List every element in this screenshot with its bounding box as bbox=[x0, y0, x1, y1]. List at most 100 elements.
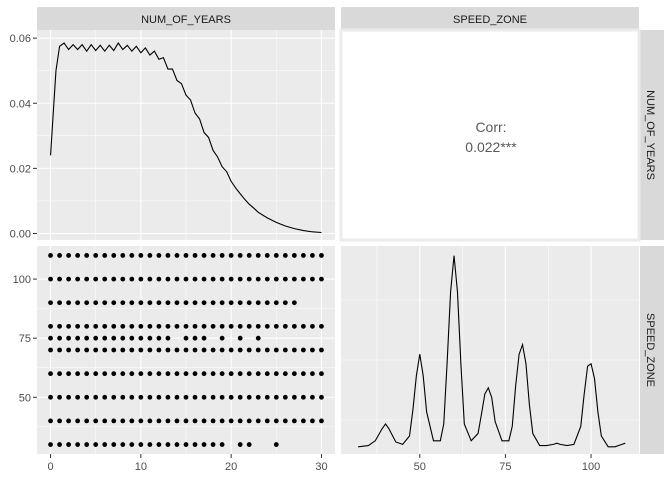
scatter-point bbox=[102, 276, 108, 282]
scatter-point bbox=[165, 335, 171, 341]
scatter-point bbox=[102, 371, 108, 377]
scatter-point bbox=[93, 347, 99, 353]
scatter-point bbox=[264, 371, 270, 377]
scatter-point bbox=[84, 418, 90, 424]
scatter-point bbox=[291, 371, 297, 377]
scatter-point bbox=[165, 300, 171, 306]
scatter-point bbox=[255, 276, 261, 282]
scatter-point bbox=[57, 335, 62, 341]
scatter-point bbox=[192, 394, 198, 400]
scatter-point bbox=[120, 253, 126, 258]
scatter-point bbox=[282, 418, 288, 424]
scatter-point bbox=[66, 442, 72, 447]
scatter-point bbox=[156, 394, 162, 400]
scatter-point bbox=[84, 335, 90, 341]
scatter-point bbox=[210, 300, 216, 306]
strip-right-speed-zone bbox=[640, 246, 664, 454]
scatter-point bbox=[111, 253, 117, 258]
scatter-point bbox=[111, 394, 117, 400]
scatter-point bbox=[183, 276, 189, 282]
scatter-point bbox=[201, 371, 207, 377]
scatter-point bbox=[111, 323, 117, 329]
scatter-point bbox=[129, 323, 135, 329]
scatter-point bbox=[264, 323, 270, 329]
scatter-point bbox=[57, 347, 62, 353]
scatter-point bbox=[174, 300, 180, 306]
scatter-point bbox=[156, 371, 162, 377]
x-tick-label: 50 bbox=[414, 461, 426, 473]
scatter-point bbox=[147, 371, 153, 377]
scatter-point bbox=[147, 418, 153, 424]
scatter-point bbox=[147, 394, 153, 400]
scatter-point bbox=[75, 323, 81, 329]
scatter-point bbox=[138, 371, 144, 377]
scatter-point bbox=[84, 276, 90, 282]
scatter-point bbox=[282, 347, 288, 353]
strip-top-num-of-years bbox=[37, 7, 335, 30]
scatter-point bbox=[273, 253, 279, 258]
scatter-point bbox=[291, 253, 297, 258]
scatter-point bbox=[165, 442, 171, 447]
scatter-point bbox=[93, 300, 99, 306]
scatter-point bbox=[66, 347, 72, 353]
scatter-point bbox=[156, 323, 162, 329]
scatter-point bbox=[138, 253, 144, 258]
scatter-point bbox=[246, 323, 252, 329]
scatter-point bbox=[319, 347, 324, 353]
scatter-point bbox=[210, 394, 216, 400]
scatter-point bbox=[300, 347, 306, 353]
y-tick-label: 50 bbox=[19, 392, 31, 404]
scatter-point bbox=[282, 394, 288, 400]
panel-speed-zone-density bbox=[341, 246, 639, 454]
x-tick-label: 75 bbox=[499, 461, 511, 473]
scatter-point bbox=[48, 323, 53, 329]
scatter-point bbox=[93, 371, 99, 377]
scatter-point bbox=[129, 442, 135, 447]
scatter-point bbox=[201, 253, 207, 258]
scatter-point bbox=[228, 394, 234, 400]
scatter-point bbox=[129, 371, 135, 377]
scatter-point bbox=[84, 394, 90, 400]
scatter-point bbox=[147, 253, 153, 258]
scatter-point bbox=[192, 323, 198, 329]
scatter-point bbox=[120, 335, 126, 341]
scatter-point bbox=[84, 347, 90, 353]
scatter-point bbox=[102, 442, 108, 447]
scatter-point bbox=[66, 394, 72, 400]
scatter-point bbox=[273, 347, 279, 353]
scatter-point bbox=[165, 371, 171, 377]
strip-top-num-of-years-label: NUM_OF_YEARS bbox=[141, 14, 231, 26]
scatter-point bbox=[138, 394, 144, 400]
scatter-point bbox=[111, 335, 117, 341]
scatter-point bbox=[57, 253, 62, 258]
scatter-point bbox=[264, 253, 270, 258]
scatter-point bbox=[237, 371, 243, 377]
scatter-point bbox=[102, 347, 108, 353]
scatter-point bbox=[246, 253, 252, 258]
scatter-point bbox=[310, 418, 315, 424]
scatter-point bbox=[75, 418, 81, 424]
scatter-point bbox=[138, 300, 144, 306]
scatter-point bbox=[228, 276, 234, 282]
scatter-point bbox=[310, 323, 315, 329]
scatter-point bbox=[201, 323, 207, 329]
scatter-point bbox=[228, 371, 234, 377]
scatter-point bbox=[129, 335, 135, 341]
scatter-point bbox=[165, 347, 171, 353]
scatter-point bbox=[84, 442, 90, 447]
scatter-point bbox=[147, 276, 153, 282]
scatter-point bbox=[300, 276, 306, 282]
scatter-point bbox=[102, 253, 108, 258]
scatter-point bbox=[291, 300, 297, 306]
scatter-point bbox=[48, 253, 53, 258]
scatter-point bbox=[300, 394, 306, 400]
scatter-point bbox=[111, 276, 117, 282]
scatter-point bbox=[246, 394, 252, 400]
scatter-point bbox=[147, 347, 153, 353]
x-tick-label: 20 bbox=[225, 461, 237, 473]
scatter-point bbox=[75, 371, 81, 377]
x-tick-label: 100 bbox=[582, 461, 600, 473]
scatter-point bbox=[156, 418, 162, 424]
scatter-point bbox=[102, 335, 108, 341]
scatter-point bbox=[48, 394, 53, 400]
